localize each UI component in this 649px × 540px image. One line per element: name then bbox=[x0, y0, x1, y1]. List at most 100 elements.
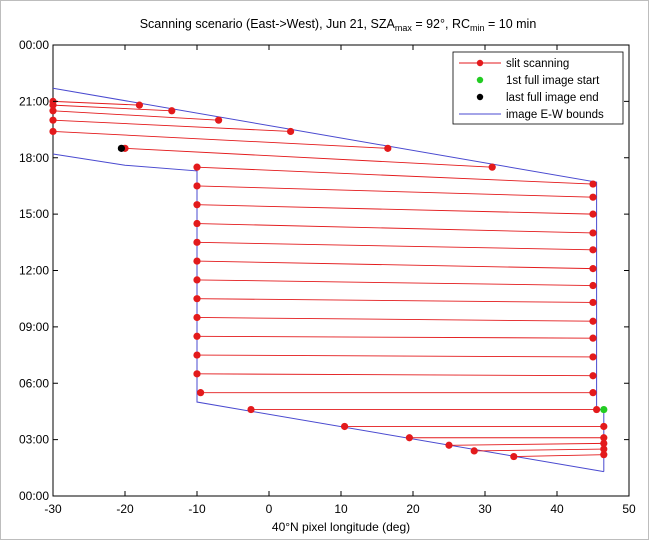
scan-point bbox=[193, 163, 201, 171]
title-rc-value: = 10 min bbox=[485, 17, 537, 31]
title-rc-subscript: min bbox=[470, 23, 485, 33]
scan-point bbox=[49, 107, 57, 115]
scan-point bbox=[384, 144, 392, 152]
scan-point bbox=[488, 163, 496, 171]
scan-segment bbox=[196, 260, 594, 270]
scan-point bbox=[600, 434, 608, 442]
x-tick-label: 40 bbox=[550, 502, 564, 516]
scan-point bbox=[193, 201, 201, 209]
scan-point bbox=[193, 295, 201, 303]
scan-point bbox=[600, 439, 608, 447]
scan-segment bbox=[196, 354, 594, 358]
scan-point bbox=[193, 370, 201, 378]
scan-point bbox=[193, 351, 201, 359]
title-sza-value: = 92°, RC bbox=[412, 17, 470, 31]
y-tick-label: 09:00 bbox=[19, 320, 49, 334]
scan-segment bbox=[196, 241, 594, 251]
scan-segment bbox=[196, 223, 594, 234]
last-full-image-end-point bbox=[117, 144, 125, 152]
x-tick-label: 10 bbox=[334, 502, 348, 516]
scan-point bbox=[589, 372, 597, 380]
y-tick-label: 00:00 bbox=[19, 38, 49, 52]
ticks-layer: -30 -20 -10 0 10 20 30 40 50 00:00 03:00 06:00 09:00… bbox=[19, 38, 636, 516]
x-tick-label: -30 bbox=[44, 502, 62, 516]
scan-point bbox=[341, 422, 349, 431]
scan-segment bbox=[52, 100, 140, 106]
y-tick-label: 06:00 bbox=[19, 376, 49, 390]
y-tick-label: 00:00 bbox=[19, 489, 49, 503]
legend-box bbox=[452, 51, 624, 125]
scan-point bbox=[247, 405, 255, 414]
scan-point bbox=[193, 238, 201, 246]
scan-point bbox=[197, 389, 205, 397]
y-tick-label: 15:00 bbox=[19, 207, 49, 221]
scan-segment bbox=[124, 147, 493, 168]
scan-segment bbox=[196, 298, 594, 303]
y-tick-label: 21:00 bbox=[19, 94, 49, 108]
scan-segment bbox=[196, 279, 594, 286]
scan-point bbox=[287, 127, 295, 136]
scan-point bbox=[589, 317, 597, 325]
legend-swatch-last-image-end bbox=[476, 93, 484, 101]
x-tick-label: -10 bbox=[188, 502, 206, 516]
legend-swatch-slit-scanning-dot bbox=[476, 59, 484, 67]
legend-label-slit-scanning: slit scanning bbox=[506, 58, 569, 70]
scan-point bbox=[589, 193, 597, 201]
y-tick-label: 03:00 bbox=[19, 433, 49, 447]
scan-point bbox=[510, 452, 518, 461]
scan-segment bbox=[52, 130, 388, 149]
legend-swatch-first-image-start bbox=[476, 76, 484, 84]
scan-point bbox=[600, 451, 608, 459]
x-tick-label: 50 bbox=[622, 502, 636, 516]
markers-layer bbox=[49, 97, 608, 461]
title-prefix: Scanning scenario (East->West), Jun 21, … bbox=[140, 17, 396, 31]
scan-point bbox=[193, 276, 201, 284]
scan-segment bbox=[196, 204, 594, 215]
legend-label-last-image-end: last full image end bbox=[506, 92, 599, 104]
scan-point bbox=[589, 246, 597, 254]
scan-point bbox=[193, 182, 201, 190]
scan-segment bbox=[52, 110, 219, 121]
scan-point bbox=[589, 389, 597, 397]
scan-point bbox=[193, 219, 201, 228]
scan-point bbox=[193, 313, 201, 322]
scan-segment bbox=[448, 442, 604, 446]
scan-point bbox=[405, 434, 413, 442]
scan-segment bbox=[196, 335, 594, 339]
scan-point bbox=[600, 445, 608, 453]
scan-segment bbox=[513, 454, 604, 457]
scan-point bbox=[135, 101, 143, 109]
scan-segment bbox=[52, 104, 172, 112]
x-tick-label: 30 bbox=[478, 502, 492, 516]
y-tick-label: 18:00 bbox=[19, 151, 49, 165]
scan-point bbox=[589, 353, 597, 361]
scan-point bbox=[49, 127, 57, 136]
scan-point bbox=[589, 180, 597, 188]
scan-point bbox=[193, 257, 201, 265]
x-tick-label: -20 bbox=[116, 502, 134, 516]
scan-segment bbox=[196, 317, 594, 322]
bound-line-left bbox=[52, 153, 604, 473]
scan-point bbox=[589, 281, 597, 290]
scan-segment bbox=[196, 373, 594, 377]
scan-segment bbox=[196, 185, 594, 198]
scan-point bbox=[589, 298, 597, 307]
chart-title: Scanning scenario (East->West), Jun 21, … bbox=[140, 17, 537, 33]
scan-point bbox=[193, 332, 201, 340]
scan-point bbox=[215, 116, 223, 124]
scan-segment bbox=[196, 166, 594, 185]
first-full-image-start-point bbox=[600, 405, 608, 414]
scan-point bbox=[470, 447, 478, 455]
x-axis-label: 40°N pixel longitude (deg) bbox=[272, 520, 410, 534]
scan-point bbox=[589, 210, 597, 218]
scan-point bbox=[445, 441, 453, 449]
legend-label-bounds: image E-W bounds bbox=[506, 109, 604, 121]
scan-point bbox=[589, 334, 597, 342]
legend-label-first-image-start: 1st full image start bbox=[506, 75, 600, 87]
series-layer bbox=[52, 100, 604, 457]
legend: slit scanning 1st full image start last … bbox=[452, 51, 624, 125]
x-tick-label: 0 bbox=[266, 502, 273, 516]
x-tick-label: 20 bbox=[406, 502, 420, 516]
y-tick-label: 12:00 bbox=[19, 264, 49, 278]
